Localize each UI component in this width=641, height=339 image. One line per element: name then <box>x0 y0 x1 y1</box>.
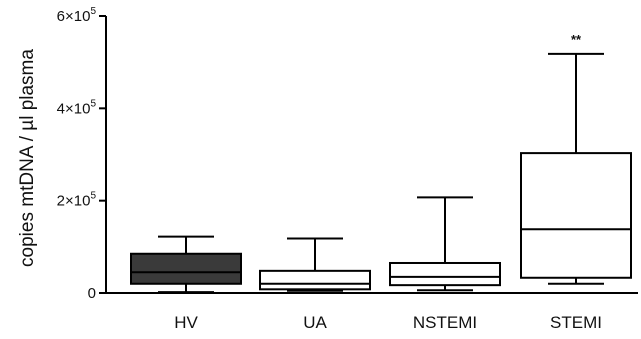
y-tick-label-1: 2×105 <box>57 191 97 210</box>
x-tick-label-ua: UA <box>303 313 327 332</box>
y-tick-label-0: 0 <box>88 285 96 302</box>
box-stemi <box>520 152 632 279</box>
y-axis-title: copies mtDNA / µl plasma <box>17 49 38 267</box>
box-hv <box>130 252 242 285</box>
significance-annotation-0: ** <box>571 32 582 47</box>
y-tick-label-2: 4×105 <box>57 98 97 117</box>
box-nstemi <box>389 261 501 287</box>
plot-area: 0 2×105 4×105 6×105 HV UA NSTEMI STEMI ** <box>57 6 638 332</box>
x-tick-label-nstemi: NSTEMI <box>413 313 477 332</box>
y-tick-label-3: 6×105 <box>57 6 97 25</box>
box-ua <box>259 269 371 291</box>
x-tick-label-stemi: STEMI <box>550 313 602 332</box>
x-tick-label-hv: HV <box>174 313 198 332</box>
